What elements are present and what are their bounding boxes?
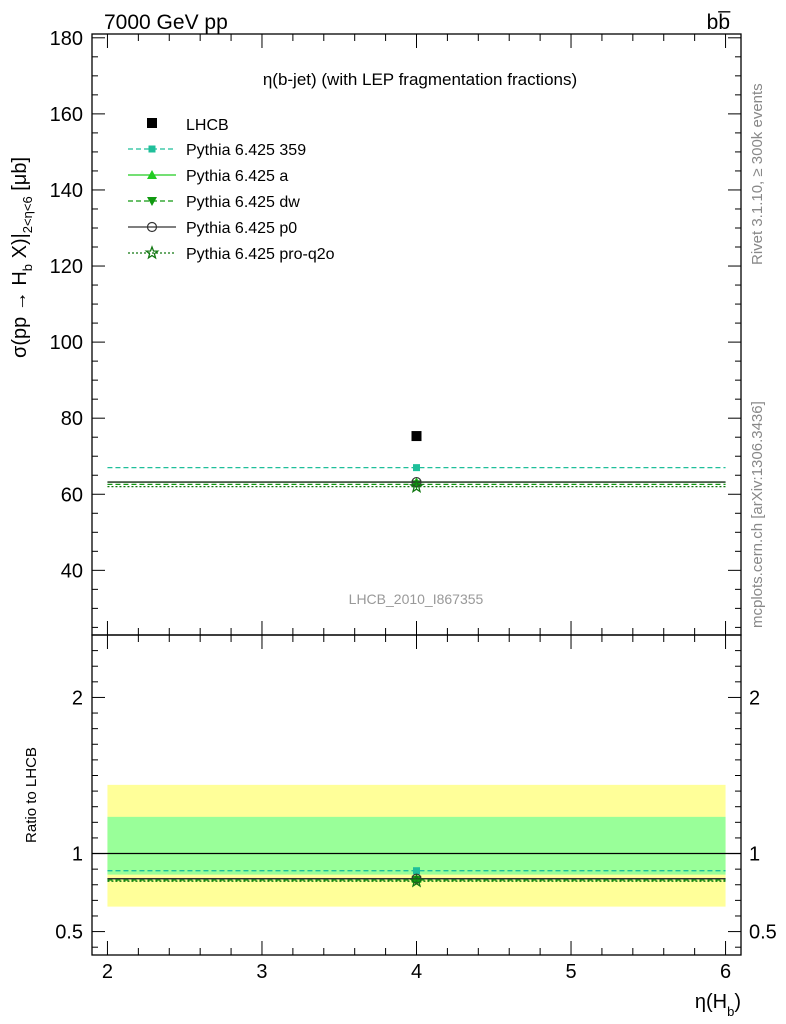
ratio-y-tick-label-right: 1 bbox=[749, 844, 760, 866]
legend-marker-0 bbox=[148, 145, 156, 153]
ratio-series-marker-4 bbox=[409, 873, 424, 888]
rivet-label: Rivet 3.1.10, ≥ 300k events bbox=[749, 83, 766, 265]
main-plot-panel: 40 60 80 100 120 140 160 180 bbox=[50, 28, 742, 636]
ratio-y-tick-label-right: 2 bbox=[749, 687, 760, 709]
series-marker-4 bbox=[409, 478, 424, 493]
x-tick-label: 5 bbox=[565, 961, 576, 983]
ratio-y-axis-label: Ratio to LHCB bbox=[23, 747, 40, 843]
ratio-band-inner bbox=[107, 816, 726, 875]
legend-label-data: LHCB bbox=[186, 117, 229, 134]
legend-label-4: Pythia 6.425 pro-q2o bbox=[186, 246, 335, 263]
data-point bbox=[411, 431, 422, 442]
legend-marker-1 bbox=[147, 170, 157, 179]
ratio-y-tick-label-left: 0.5 bbox=[55, 922, 83, 944]
ratio-y-tick-label-left: 1 bbox=[72, 844, 83, 866]
y-tick-label: 100 bbox=[50, 332, 83, 354]
legend-marker-4 bbox=[144, 245, 160, 260]
ratio-plot-panel: 0.5 0.5 1 1 2 2 2 3 4 5 6 bbox=[55, 34, 777, 983]
legend-label-0: Pythia 6.425 359 bbox=[186, 142, 306, 159]
legend-label-3: Pythia 6.425 p0 bbox=[186, 220, 297, 237]
legend: LHCB Pythia 6.425 359 Pythia 6.425 a Pythia… bbox=[128, 117, 335, 263]
header-right-title: bb̅ bbox=[707, 11, 732, 34]
header-left-title: 7000 GeV pp bbox=[104, 11, 228, 34]
x-axis-label: η(Hb) bbox=[695, 991, 741, 1019]
legend-data-marker bbox=[147, 118, 157, 128]
y-axis-label: σ(pp → Hb X)|2<η<6 [μb] bbox=[9, 157, 35, 358]
y-tick-label: 40 bbox=[61, 560, 83, 582]
y-tick-label: 80 bbox=[61, 408, 83, 430]
legend-marker-3 bbox=[146, 221, 158, 233]
y-tick-label: 60 bbox=[61, 484, 83, 506]
mcplots-label: mcplots.cern.ch [arXiv:1306.3436] bbox=[749, 401, 766, 628]
ratio-y-tick-label-left: 2 bbox=[72, 687, 83, 709]
ratio-y-tick-label-right: 0.5 bbox=[749, 922, 777, 944]
y-tick-label: 120 bbox=[50, 256, 83, 278]
y-tick-label: 140 bbox=[50, 180, 83, 202]
legend-label-2: Pythia 6.425 dw bbox=[186, 194, 300, 211]
y-tick-label: 180 bbox=[50, 28, 83, 50]
legend-marker-2 bbox=[147, 197, 157, 206]
x-tick-label: 6 bbox=[720, 961, 731, 983]
x-tick-label: 3 bbox=[256, 961, 267, 983]
series-marker-0 bbox=[413, 464, 420, 472]
legend-label-1: Pythia 6.425 a bbox=[186, 168, 288, 185]
y-tick-label: 160 bbox=[50, 104, 83, 126]
x-tick-label: 4 bbox=[411, 961, 422, 983]
x-tick-label: 2 bbox=[102, 961, 113, 983]
analysis-label: LHCB_2010_I867355 bbox=[349, 591, 484, 607]
plot-title: η(b-jet) (with LEP fragmentation fractio… bbox=[263, 70, 577, 89]
ratio-series-marker-0 bbox=[413, 867, 420, 875]
